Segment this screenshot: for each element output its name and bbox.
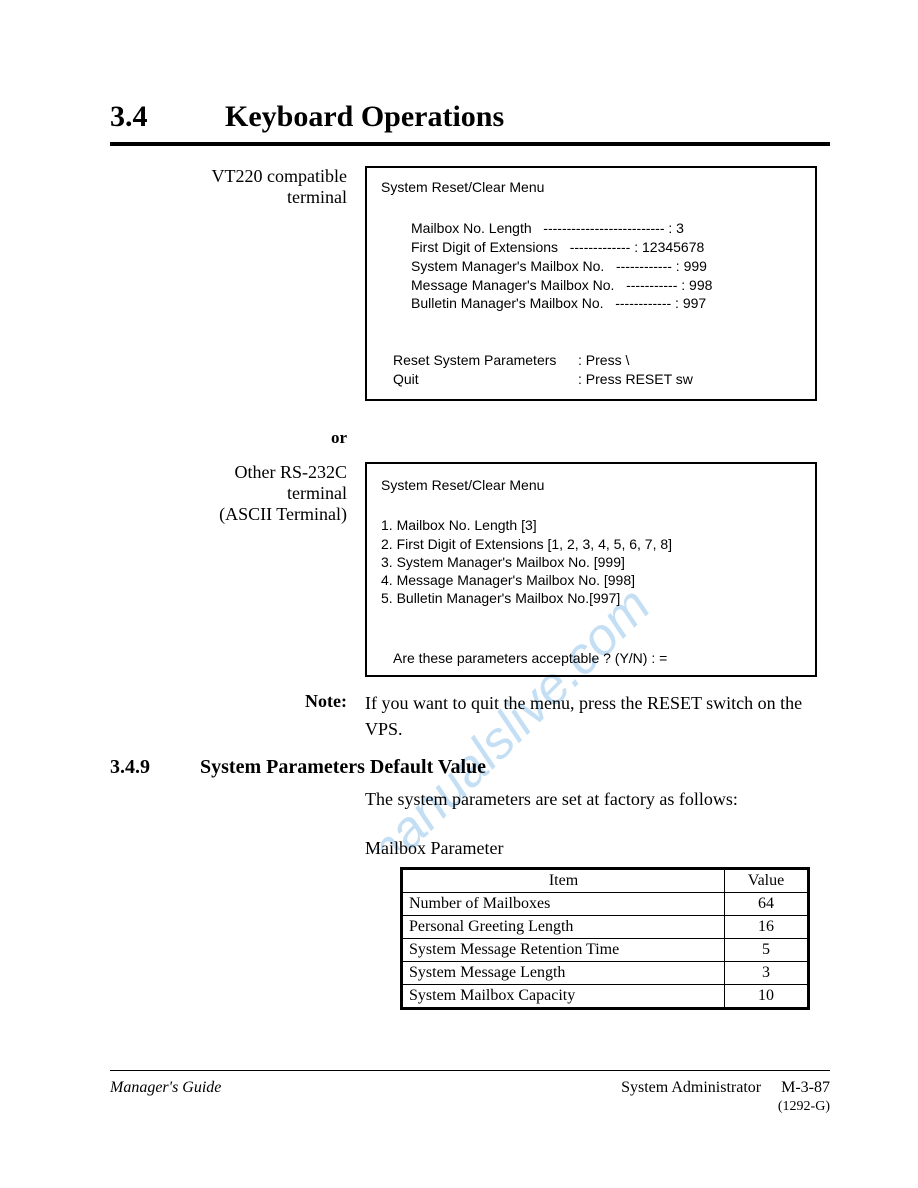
menu-footer-line: Quit: Press RESET sw xyxy=(393,370,801,389)
ascii-menu-title: System Reset/Clear Menu xyxy=(381,476,801,494)
table-row: Number of Mailboxes64 xyxy=(402,892,809,915)
table-cell-value: 3 xyxy=(725,961,809,984)
section-heading: 3.4 Keyboard Operations xyxy=(110,100,830,134)
menu-param-line: First Digit of Extensions ------------- … xyxy=(411,238,801,257)
ascii-list-item: 1. Mailbox No. Length [3] xyxy=(381,516,801,534)
menu-footer-line: Reset System Parameters: Press \ xyxy=(393,351,801,370)
heading-rule xyxy=(110,142,830,146)
table-row: System Mailbox Capacity10 xyxy=(402,984,809,1008)
mailbox-parameter-table: Item Value Number of Mailboxes64Personal… xyxy=(400,867,810,1010)
table-cell-item: System Mailbox Capacity xyxy=(402,984,725,1008)
ascii-list-item: 3. System Manager's Mailbox No. [999] xyxy=(381,553,801,571)
table-cell-value: 16 xyxy=(725,915,809,938)
or-label: or xyxy=(331,428,347,447)
table-cell-item: System Message Length xyxy=(402,961,725,984)
heading-title: Keyboard Operations xyxy=(225,100,504,134)
heading-number: 3.4 xyxy=(110,100,225,134)
menu-param-line: Mailbox No. Length ---------------------… xyxy=(411,219,801,238)
ascii-list-item: 2. First Digit of Extensions [1, 2, 3, 4… xyxy=(381,535,801,553)
footer-left: Manager's Guide xyxy=(110,1079,221,1115)
table-cell-item: Personal Greeting Length xyxy=(402,915,725,938)
ascii-prompt: Are these parameters acceptable ? (Y/N) … xyxy=(393,649,801,667)
ascii-terminal-label: Other RS-232Cterminal(ASCII Terminal) xyxy=(110,462,365,525)
table-row: System Message Length3 xyxy=(402,961,809,984)
ascii-list-item: 5. Bulletin Manager's Mailbox No.[997] xyxy=(381,589,801,607)
menu-param-line: Message Manager's Mailbox No. ----------… xyxy=(411,276,801,295)
subheading-number: 3.4.9 xyxy=(110,756,200,779)
footer-page: M-3-87 xyxy=(781,1079,830,1096)
footer-section: System Administrator xyxy=(621,1079,761,1096)
note-label: Note: xyxy=(110,691,365,741)
footer-code: (1292-G) xyxy=(778,1099,830,1114)
footer-rule xyxy=(110,1070,830,1071)
vt220-label: VT220 compatibleterminal xyxy=(110,166,365,208)
menu-title: System Reset/Clear Menu xyxy=(381,178,801,197)
table-cell-value: 64 xyxy=(725,892,809,915)
menu-param-line: System Manager's Mailbox No. -----------… xyxy=(411,257,801,276)
subheading-title: System Parameters Default Value xyxy=(200,756,486,779)
table-cell-item: Number of Mailboxes xyxy=(402,892,725,915)
body-text: The system parameters are set at factory… xyxy=(365,789,830,810)
table-row: Personal Greeting Length16 xyxy=(402,915,809,938)
menu-param-line: Bulletin Manager's Mailbox No. ---------… xyxy=(411,294,801,313)
page-footer: Manager's Guide System Administrator M-3… xyxy=(110,1079,830,1115)
table-header-value: Value xyxy=(725,868,809,892)
table-cell-value: 5 xyxy=(725,938,809,961)
table-header-item: Item xyxy=(402,868,725,892)
note-text: If you want to quit the menu, press the … xyxy=(365,691,830,741)
ascii-list-item: 4. Message Manager's Mailbox No. [998] xyxy=(381,571,801,589)
table-cell-value: 10 xyxy=(725,984,809,1008)
subsection-heading: 3.4.9 System Parameters Default Value xyxy=(110,756,830,779)
table-label: Mailbox Parameter xyxy=(365,838,830,859)
table-row: System Message Retention Time5 xyxy=(402,938,809,961)
ascii-menu-box: System Reset/Clear Menu 1. Mailbox No. L… xyxy=(365,462,817,677)
table-cell-item: System Message Retention Time xyxy=(402,938,725,961)
vt220-menu-box: System Reset/Clear Menu Mailbox No. Leng… xyxy=(365,166,817,401)
